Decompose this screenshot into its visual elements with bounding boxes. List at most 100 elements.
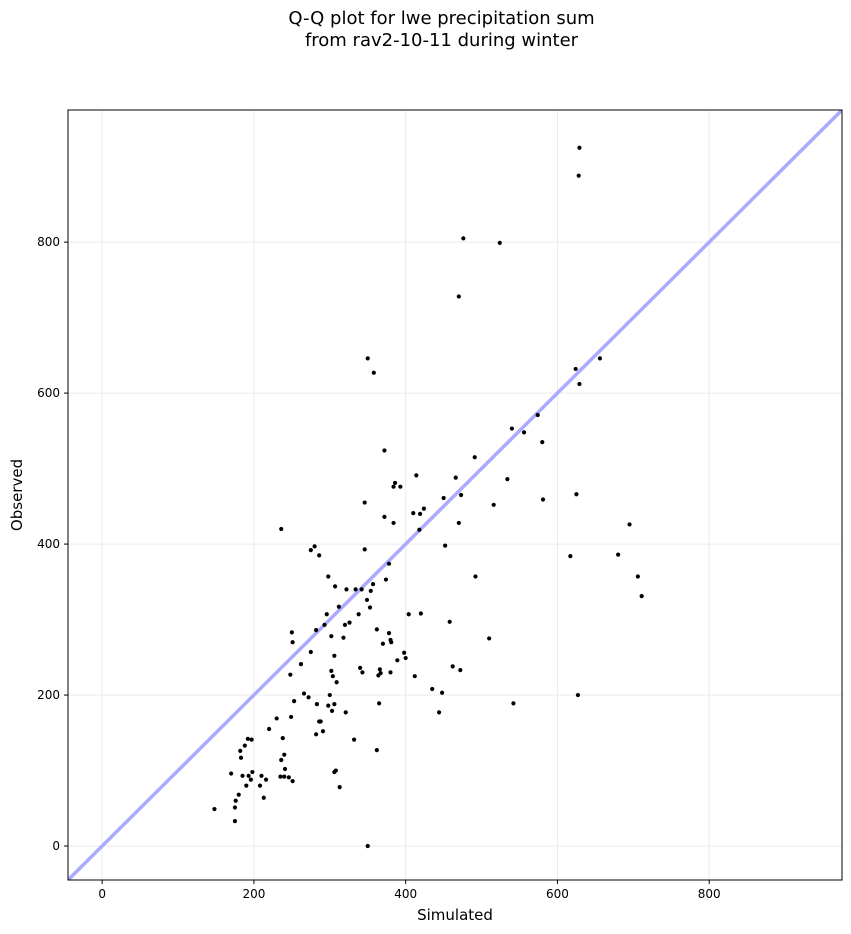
data-point	[403, 655, 408, 661]
data-point	[343, 710, 348, 715]
data-point	[337, 785, 342, 790]
data-point	[505, 477, 510, 482]
plot-frame	[67, 109, 843, 881]
data-point	[473, 574, 478, 579]
data-point	[282, 766, 288, 772]
data-point	[382, 448, 387, 453]
data-point	[261, 795, 266, 800]
x-axis-ticks: 0 200 400 600 800	[98, 880, 721, 901]
data-point	[509, 426, 515, 431]
data-point	[280, 735, 285, 741]
data-point	[259, 773, 264, 778]
data-point	[308, 548, 313, 553]
reference-line	[68, 110, 842, 880]
data-point	[334, 680, 339, 685]
data-point	[341, 635, 346, 640]
data-point	[430, 686, 435, 692]
data-point	[318, 719, 323, 724]
data-point	[232, 819, 238, 824]
data-point	[330, 674, 335, 679]
data-point	[356, 612, 361, 617]
data-point	[263, 777, 269, 782]
data-point	[249, 737, 254, 742]
data-point	[362, 500, 367, 505]
chart-title-line-1: Q-Q plot for lwe precipitation sum	[288, 8, 595, 29]
data-point	[306, 695, 311, 700]
data-point	[380, 641, 386, 646]
x-tick-label: 0	[98, 887, 106, 901]
data-point	[535, 412, 540, 418]
data-point	[568, 554, 573, 559]
data-point	[378, 671, 383, 676]
data-point	[456, 520, 461, 526]
data-point	[635, 574, 640, 579]
data-point	[250, 769, 255, 775]
x-tick-label: 600	[546, 887, 569, 901]
data-point	[324, 612, 329, 617]
data-point	[577, 381, 582, 387]
data-point	[351, 737, 357, 742]
data-point	[317, 553, 322, 558]
data-point	[314, 702, 319, 707]
data-point	[616, 552, 621, 557]
data-point	[274, 716, 279, 721]
data-point	[288, 714, 294, 720]
data-point	[312, 544, 317, 549]
data-point	[487, 636, 492, 641]
data-point	[371, 370, 376, 375]
data-point	[290, 640, 295, 645]
data-point	[414, 473, 419, 478]
data-point	[389, 640, 394, 645]
data-point	[257, 783, 263, 788]
data-point	[365, 356, 370, 361]
y-tick-label: 200	[37, 688, 60, 702]
data-point	[278, 774, 283, 779]
data-point	[266, 726, 272, 732]
data-point	[491, 502, 496, 507]
data-point	[395, 658, 400, 663]
data-point	[367, 605, 373, 610]
data-point	[364, 597, 370, 603]
data-point	[344, 587, 349, 592]
data-point	[212, 806, 217, 812]
y-tick-label: 400	[37, 537, 60, 551]
data-point	[362, 547, 367, 552]
data-point	[290, 779, 295, 784]
data-point	[236, 792, 241, 797]
data-point	[392, 480, 398, 486]
data-point	[398, 484, 403, 489]
data-point	[511, 701, 516, 706]
y-tick-label: 0	[52, 839, 60, 853]
data-point	[388, 670, 393, 675]
data-point	[597, 356, 603, 361]
data-point	[314, 628, 319, 633]
x-tick-label: 400	[394, 887, 417, 901]
data-point	[575, 692, 581, 698]
y-axis-ticks: 0 200 400 600 800	[37, 235, 68, 853]
data-point	[577, 145, 582, 150]
data-point	[418, 611, 423, 616]
data-point	[440, 690, 445, 695]
data-point	[374, 748, 379, 753]
data-point	[574, 492, 579, 497]
data-point	[289, 630, 294, 635]
data-point	[248, 777, 253, 782]
data-point	[359, 587, 364, 592]
data-point	[441, 495, 446, 501]
reference-line-layer	[68, 110, 842, 880]
data-point	[497, 240, 502, 245]
data-point	[279, 757, 284, 763]
data-point	[238, 755, 244, 760]
data-point	[286, 775, 291, 780]
data-point	[232, 805, 238, 810]
data-point	[279, 526, 284, 532]
data-point	[377, 701, 382, 706]
data-point	[461, 236, 466, 241]
y-tick-label: 600	[37, 386, 60, 400]
data-point	[383, 577, 389, 582]
data-point	[386, 631, 392, 636]
data-point	[288, 672, 293, 677]
data-point	[308, 649, 313, 655]
data-point	[358, 665, 363, 670]
data-point	[627, 522, 632, 527]
